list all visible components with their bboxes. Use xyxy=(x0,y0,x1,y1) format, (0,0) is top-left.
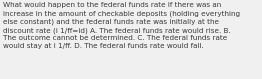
Text: What would happen to the federal funds rate if there was an
increase in the amou: What would happen to the federal funds r… xyxy=(3,2,240,49)
